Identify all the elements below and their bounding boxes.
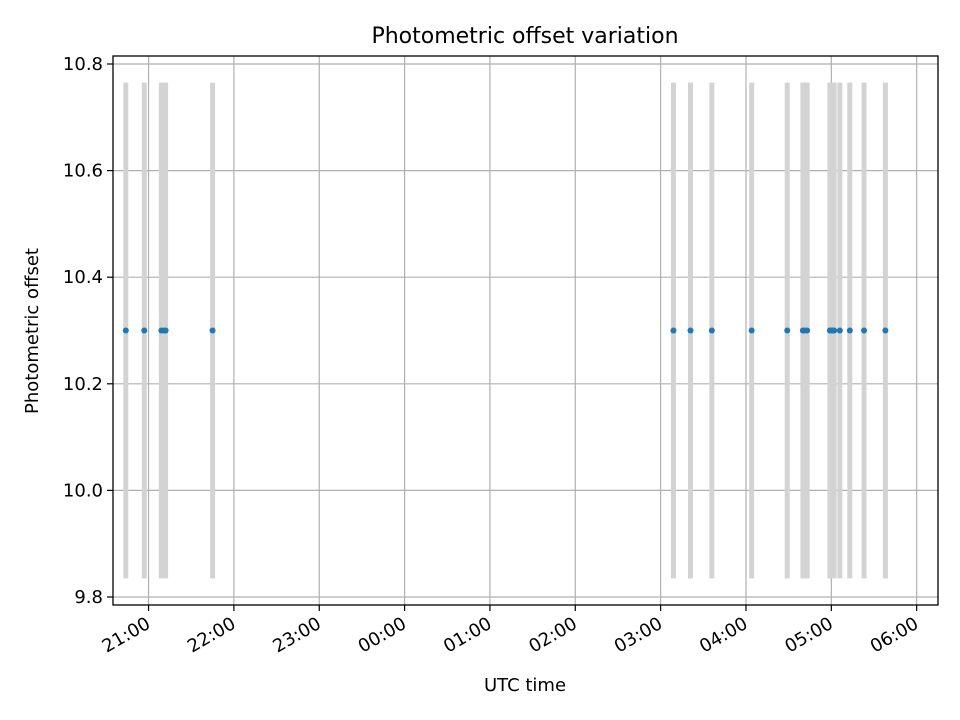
y-tick-label: 10.2 — [63, 374, 103, 395]
data-point — [784, 327, 791, 334]
y-tick-label: 10.8 — [63, 54, 103, 75]
y-tick-label: 10.4 — [63, 267, 103, 288]
data-point — [708, 327, 715, 334]
y-axis-label: Photometric offset — [22, 248, 43, 414]
y-tick-label: 9.8 — [74, 587, 103, 608]
data-point — [882, 327, 889, 334]
data-point — [831, 327, 838, 334]
data-point — [687, 327, 694, 334]
data-point — [122, 327, 129, 334]
data-point — [836, 327, 843, 334]
data-point — [162, 327, 169, 334]
y-axis: 9.8 10.0 10.2 10.4 10.6 10.8 — [63, 54, 113, 608]
y-tick-label: 10.6 — [63, 161, 103, 182]
y-tick-label: 10.0 — [63, 480, 103, 501]
x-axis-label: UTC time — [484, 675, 566, 696]
data-point — [670, 327, 677, 334]
chart-title: Photometric offset variation — [371, 24, 678, 49]
data-point — [846, 327, 853, 334]
data-point — [861, 327, 868, 334]
data-point — [748, 327, 755, 334]
data-point — [141, 327, 148, 334]
data-point — [209, 327, 216, 334]
data-points — [122, 327, 889, 334]
data-point — [804, 327, 811, 334]
plot-frame — [112, 55, 939, 606]
